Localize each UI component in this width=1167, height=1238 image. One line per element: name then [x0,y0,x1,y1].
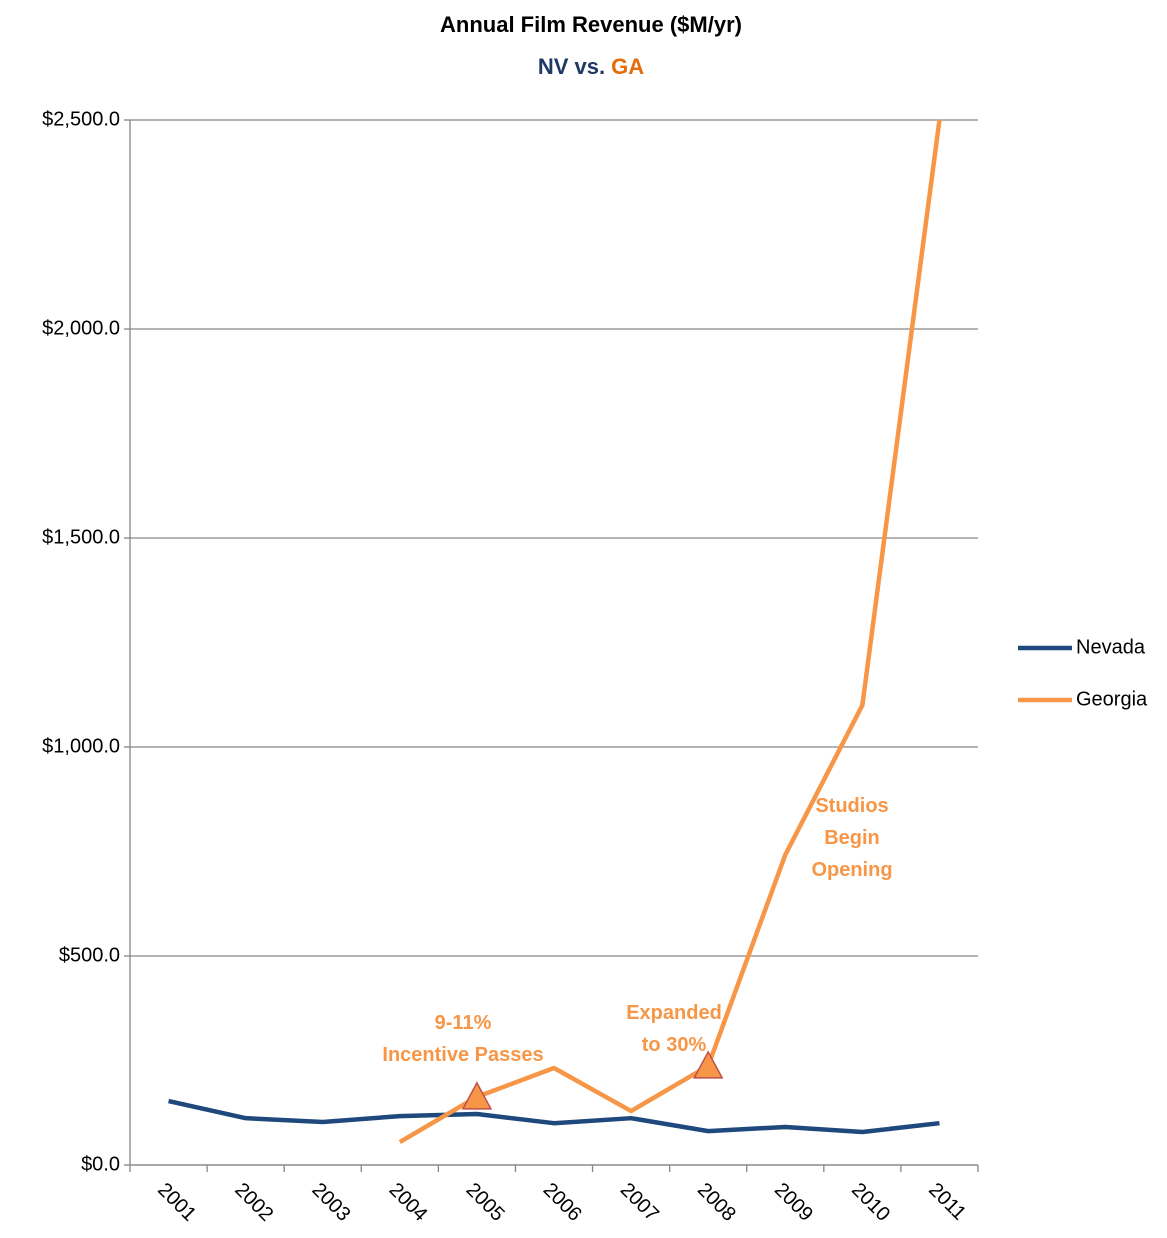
series-line [168,1098,940,1135]
legend-label: Georgia [1076,688,1148,710]
legend-label: Nevada [1076,636,1146,658]
subtitle-part: vs. [574,54,605,79]
chart-title: Annual Film Revenue ($M/yr) [440,12,742,37]
x-tick-label: 2006 [539,1179,586,1226]
x-tick-label: 2011 [924,1179,970,1225]
y-tick-label: $1,500.0 [42,526,120,548]
subtitle-part: NV [538,54,569,79]
x-tick-label: 2008 [693,1179,740,1226]
annotation: 9-11% Incentive Passes [382,1012,543,1066]
x-tick-label: 2001 [153,1179,200,1226]
y-tick-label: $0.0 [81,1153,120,1175]
annotation-line: Expanded [626,1002,722,1024]
annotation: Expanded to 30% [626,1002,722,1056]
annotation-line: Opening [811,859,892,881]
x-tick-label: 2002 [230,1179,277,1226]
event-marker [692,1050,724,1079]
y-tick-label: $1,000.0 [42,735,120,757]
annotation-line: Studios [815,795,888,817]
annotation-line: Begin [824,827,880,849]
event-marker [461,1081,493,1110]
chart-subtitle: NV vs. GA [538,54,644,79]
subtitle-part: GA [611,54,644,79]
annotation-line: Incentive Passes [382,1044,543,1066]
annotation-line: to 30% [642,1034,707,1056]
x-tick-label: 2005 [462,1179,509,1226]
y-tick-label: $500.0 [59,944,120,966]
y-tick-label: $2,500.0 [42,108,120,130]
y-tick-label: $2,000.0 [42,317,120,339]
x-tick-label: 2007 [616,1179,663,1226]
annotation: Studios Begin Opening [811,795,892,881]
x-tick-label: 2004 [385,1179,432,1226]
x-tick-label: 2009 [770,1179,817,1226]
annotation-line: 9-11% [435,1012,492,1034]
x-tick-label: 2003 [307,1179,354,1226]
x-tick-label: 2010 [847,1179,894,1226]
series-line [398,119,942,1144]
